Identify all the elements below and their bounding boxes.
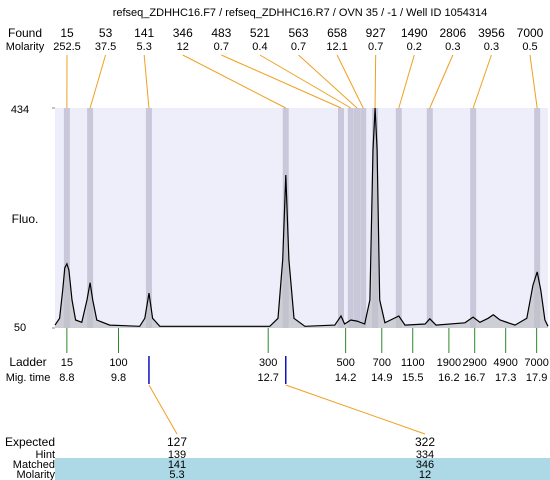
molarity-label: Molarity [6,41,45,53]
ladder-time: 16.2 [438,372,459,384]
y-tick-label: 434 [11,104,29,116]
chart-title: refseq_ZDHHC16.F7 / refseq_ZDHHC16.R7 / … [113,7,488,19]
found-molarity: 0.2 [407,41,422,53]
found-size: 1490 [401,26,428,40]
found-molarity: 12.1 [326,41,347,53]
found-molarity: 12 [177,41,189,53]
found-molarity: 5.3 [137,41,152,53]
found-connector [374,54,377,109]
found-molarity: 0.5 [522,41,537,53]
ladder-time: 8.8 [59,372,74,384]
found-connector [259,54,352,109]
found-connector [298,54,358,109]
ladder-size: 2900 [462,357,486,369]
found-size: 521 [250,26,270,40]
found-size: 53 [99,26,113,40]
found-connector [182,54,286,109]
ladder-time: 14.9 [371,372,392,384]
expected-label: Expected [5,435,55,449]
ladder-time: 14.2 [335,372,356,384]
found-connector [221,54,342,109]
ladder-time: 12.7 [257,372,278,384]
ladder-time: 15.5 [402,372,423,384]
ladder-time: 17.3 [495,372,516,384]
found-size: 15 [60,26,74,40]
found-molarity: 0.3 [484,41,499,53]
expected-size: 127 [167,435,187,449]
found-connector [89,54,107,109]
found-molarity: 0.7 [291,41,306,53]
expected-molarity: 12 [419,469,431,480]
found-molarity: 252.5 [53,41,81,53]
ladder-time: 9.8 [111,372,126,384]
ladder-size: 100 [109,357,127,369]
ladder-label: Ladder [9,355,46,369]
found-size: 483 [211,26,231,40]
ladder-size: 700 [373,357,391,369]
ladder-size: 7000 [524,357,548,369]
expected-connector [148,384,178,435]
found-molarity: 0.4 [252,41,267,53]
found-connector [398,54,415,109]
ladder-time: 16.7 [464,372,485,384]
found-size: 927 [366,26,386,40]
plot-area [55,108,548,328]
found-band [426,108,433,328]
found-band [534,108,541,328]
found-connector [143,54,150,109]
found-size: 2806 [439,26,466,40]
expected-size: 322 [415,435,435,449]
found-band [145,108,152,328]
found-molarity: 0.7 [368,41,383,53]
found-molarity: 0.3 [445,41,460,53]
ladder-size: 1100 [401,357,425,369]
found-band [87,108,94,328]
expected-matched: 346 [416,459,434,471]
found-label: Found [8,26,42,40]
expected-hint: 139 [168,449,186,461]
ladder-size: 1900 [437,357,461,369]
found-molarity: 37.5 [95,41,116,53]
ladder-size: 4900 [493,357,517,369]
found-connector [529,54,538,109]
ladder-time: 17.9 [526,372,547,384]
found-size: 346 [173,26,193,40]
found-band [337,108,344,328]
ladder-size: 500 [336,357,354,369]
mig-time-label: Mig. time [6,372,51,384]
matched-rows-bg [55,458,550,480]
found-band [63,108,70,328]
found-band [347,108,354,328]
ladder-size: 300 [259,357,277,369]
expected-hint: 334 [416,449,434,461]
found-size: 7000 [517,26,544,40]
found-size: 658 [327,26,347,40]
expected-connector [285,384,426,435]
found-molarity: 0.7 [214,41,229,53]
expected-matched: 141 [168,459,186,471]
found-band [470,108,477,328]
found-connector [336,54,364,109]
found-size: 3956 [478,26,505,40]
y-axis-label: Fluo. [12,212,39,226]
found-band [353,108,360,328]
hint-label: Hint [35,449,55,461]
found-connector [472,54,492,109]
found-connector [429,54,454,109]
found-band [395,108,402,328]
expected-molarity: 5.3 [169,469,184,480]
ladder-size: 15 [61,357,73,369]
found-size: 141 [134,26,154,40]
expected-molarity-label: Molarity [16,469,55,480]
found-band [360,108,367,328]
matched-label: Matched [13,459,55,471]
y-tick-label: 50 [14,322,26,334]
found-size: 563 [288,26,308,40]
trace-line [54,107,549,327]
